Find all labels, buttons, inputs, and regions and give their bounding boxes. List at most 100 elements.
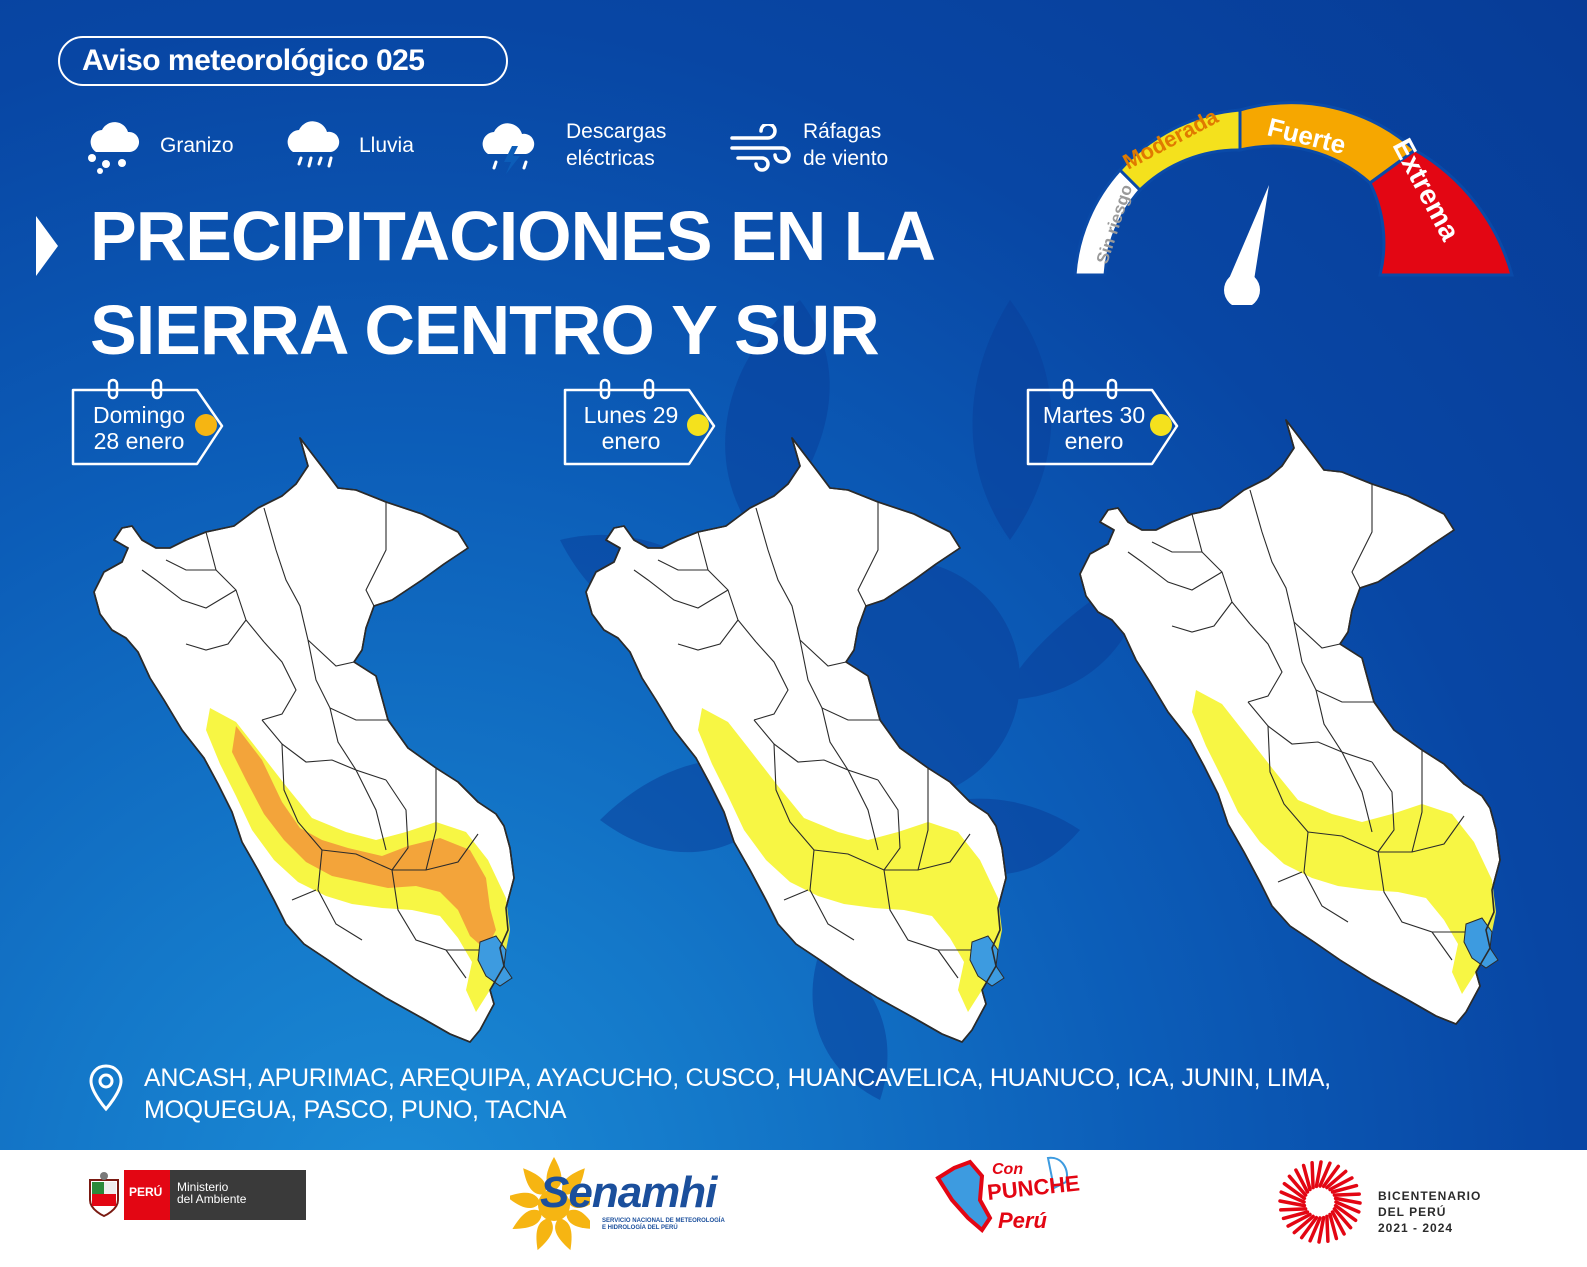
department-border [755, 507, 801, 641]
minam-logo [89, 1170, 306, 1220]
department-border [633, 569, 729, 609]
emblem-ray [1281, 1210, 1310, 1221]
legend-label-lightning: Descargas eléctricas [566, 120, 667, 170]
department-border [385, 779, 409, 871]
peru-coat-of-arms-icon [89, 1172, 119, 1218]
wind-gust-icon [730, 124, 791, 172]
peru-country-border [93, 437, 515, 1043]
department-border [261, 641, 297, 721]
department-border [883, 869, 959, 979]
department-border [317, 849, 363, 941]
senamhi-logo-text: Senamhi [540, 1168, 717, 1217]
department-border [321, 833, 479, 871]
department-border [185, 619, 247, 651]
emblem-ray [1287, 1174, 1308, 1197]
peru-country-border [585, 437, 1007, 1043]
title-arrow-icon [36, 216, 58, 276]
department-border [365, 502, 387, 607]
department-border [753, 641, 789, 721]
affected-regions-list: ANCASH, APURIMAC, AREQUIPA, AYACUCHO, CU… [144, 1064, 1331, 1124]
date-tag-day-1: Domingo 28 enero [67, 378, 227, 473]
department-border [857, 502, 879, 607]
department-border [1371, 761, 1395, 853]
department-border [821, 707, 879, 781]
department-border [1247, 701, 1343, 753]
calendar-tag-icon [1026, 378, 1179, 466]
lake-titicaca [969, 935, 1005, 987]
moderate-alert-area [698, 708, 1002, 1012]
bicentenario-label: BICENTENARIO DEL PERÚ 2021 - 2024 [1378, 1189, 1482, 1235]
department-border [1171, 601, 1233, 633]
emblem-ray [1325, 1214, 1330, 1243]
department-border [1293, 621, 1341, 649]
department-border [1351, 484, 1373, 589]
emblem-ray [1308, 1216, 1322, 1243]
emblem-ray [1333, 1196, 1362, 1205]
strong-alert-area [232, 726, 496, 950]
emblem-ray [1310, 1161, 1315, 1190]
department-border [329, 707, 387, 781]
peru-label: PERÚ [129, 1185, 163, 1199]
department-border [425, 768, 437, 871]
department-border [1249, 489, 1295, 623]
bicentenario-emblem-icon [1278, 1160, 1362, 1244]
department-border [1303, 831, 1349, 923]
department-border [1127, 551, 1223, 591]
punche-con-label: Con [992, 1161, 1023, 1178]
department-border [783, 889, 809, 901]
legend-item-lightning: Descargas eléctricas [478, 118, 698, 178]
emblem-ray [1321, 1164, 1341, 1189]
department-border [1277, 871, 1303, 883]
legend-item-wind: Ráfagas de viento [728, 118, 948, 178]
department-border [1151, 541, 1202, 553]
peru-country-border [1079, 419, 1501, 1025]
emblem-ray [1279, 1190, 1306, 1204]
legend-label-hail: Granizo [160, 134, 234, 157]
location-pin-icon [89, 1064, 123, 1112]
emblem-ray [1314, 1160, 1323, 1189]
department-border [391, 869, 467, 979]
peru-map-day-2 [585, 437, 1007, 1043]
department-border [677, 619, 739, 651]
emblem-ray [1317, 1215, 1326, 1244]
department-border [813, 833, 971, 871]
emblem-ray [1301, 1163, 1312, 1192]
lake-titicaca [1463, 917, 1499, 969]
legend-label-wind: Ráfagas de viento [803, 120, 889, 170]
department-border [847, 769, 879, 851]
emblem-ray [1286, 1212, 1312, 1228]
department-border [809, 849, 855, 941]
punche-peru-label: Perú [998, 1208, 1047, 1233]
date-label-day-2: Lunes 29 enero [583, 402, 679, 454]
department-border [165, 559, 216, 571]
calendar-tag-icon [71, 378, 224, 466]
department-border [1341, 751, 1373, 833]
headline-line-2: SIERRA CENTRO Y SUR [90, 291, 880, 369]
emblem-ray [1332, 1192, 1361, 1197]
department-border [291, 889, 317, 901]
department-border [1411, 750, 1423, 853]
emblem-ray [1294, 1168, 1310, 1194]
department-border [355, 769, 387, 851]
ministry-label: Ministerio del Ambiente [177, 1180, 247, 1206]
senamhi-subtitle: SERVICIO NACIONAL DE METEOROLOGÍA E HIDR… [602, 1218, 725, 1231]
emblem-ray [1279, 1207, 1308, 1212]
date-tag-day-2: Lunes 29 enero [559, 378, 719, 473]
date-tag-day-3: Martes 30 enero [1022, 378, 1182, 473]
peru-map-day-3 [1079, 419, 1501, 1025]
sun-dot-icon [1150, 414, 1172, 436]
department-border [877, 779, 901, 871]
risk-level-gauge: Sin riesgo Moderada Fuerte Extrema [1073, 101, 1514, 305]
department-border [773, 743, 815, 851]
emblem-ray [1333, 1203, 1358, 1223]
department-border [657, 559, 708, 571]
date-label-day-1: Domingo 28 enero [92, 402, 186, 454]
emblem-ray [1299, 1215, 1319, 1240]
gauge-needle [1224, 185, 1269, 305]
department-border [1307, 815, 1465, 853]
sun-dot-icon [687, 414, 709, 436]
con-punche-peru-logo: Con PUNCHE Perú [935, 1156, 1081, 1233]
emblem-ray [1330, 1183, 1359, 1194]
department-border [799, 639, 847, 667]
